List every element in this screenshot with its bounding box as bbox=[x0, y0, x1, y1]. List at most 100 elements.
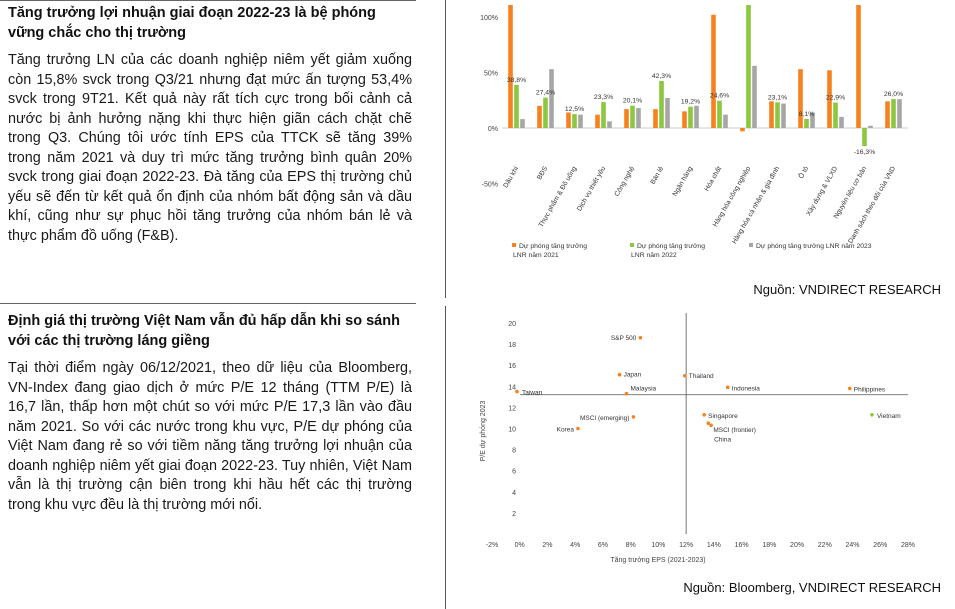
data-label: 24,6% bbox=[710, 93, 729, 100]
data-label: 23,3% bbox=[594, 94, 613, 101]
bar bbox=[514, 84, 519, 128]
y-tick-label: 10 bbox=[508, 427, 516, 434]
y-tick-label: 12 bbox=[508, 405, 516, 412]
point-label: MSCI (frontier) bbox=[713, 427, 756, 434]
legend-label: Dự phóng tăng trưởng bbox=[637, 242, 705, 250]
point-label: Malaysia bbox=[631, 386, 657, 393]
bar bbox=[717, 100, 722, 128]
vertical-divider bbox=[445, 0, 446, 298]
data-label: 19,2% bbox=[681, 99, 700, 106]
data-label: 38,8% bbox=[507, 77, 526, 84]
point-label: Vietnam bbox=[877, 413, 901, 420]
section-body: Tăng trưởng LN của các doanh nghiệp niêm… bbox=[8, 52, 412, 244]
bar bbox=[630, 105, 635, 128]
legend-label: Dự phóng tăng trưởng bbox=[519, 242, 587, 250]
legend-swatch bbox=[512, 243, 516, 247]
scatter-point bbox=[709, 423, 713, 428]
data-label: 23,1% bbox=[768, 94, 787, 101]
bar bbox=[659, 81, 664, 128]
x-tick-label: 26% bbox=[873, 542, 887, 549]
bar bbox=[885, 101, 890, 128]
legend-swatch bbox=[630, 243, 634, 247]
category-label: Xây dựng & VLXD bbox=[805, 165, 839, 217]
scatter-point bbox=[515, 389, 519, 394]
bar bbox=[833, 102, 838, 128]
top-divider bbox=[0, 0, 416, 1]
bar bbox=[740, 128, 745, 132]
y-tick-label: 4 bbox=[512, 490, 516, 497]
y-tick-label: 20 bbox=[508, 321, 516, 328]
bar bbox=[868, 125, 873, 128]
y-tick-label: 8 bbox=[512, 448, 516, 455]
bar bbox=[769, 101, 774, 128]
y-tick-label: 14 bbox=[508, 384, 516, 391]
x-axis-label: Tăng trưởng EPS (2021-2023) bbox=[610, 556, 705, 564]
category-label: Ô tô bbox=[796, 164, 810, 180]
bar bbox=[572, 114, 577, 128]
bar bbox=[595, 114, 600, 128]
section-body: Tại thời điểm ngày 06/12/2021, theo dữ l… bbox=[8, 360, 412, 513]
bar bbox=[578, 114, 583, 128]
scatter-point bbox=[847, 386, 852, 391]
data-label: 27,4% bbox=[536, 90, 555, 97]
bar bbox=[752, 65, 757, 128]
data-label: -16,3% bbox=[854, 149, 876, 156]
point-label: S&P 500 bbox=[611, 335, 637, 342]
category-label: Công nghệ bbox=[614, 165, 637, 197]
x-tick-label: 28% bbox=[901, 542, 915, 549]
chart-source: Nguồn: Bloomberg, VNDIRECT RESEARCH bbox=[683, 580, 941, 595]
bar bbox=[746, 5, 751, 128]
point-label: Taiwan bbox=[522, 390, 543, 397]
bar bbox=[566, 112, 571, 128]
x-tick-label: 12% bbox=[679, 542, 693, 549]
scatter-point bbox=[870, 412, 874, 417]
scatter-point bbox=[706, 421, 711, 426]
x-tick-label: 20% bbox=[790, 542, 804, 549]
bar bbox=[694, 105, 699, 128]
bar bbox=[804, 119, 809, 128]
section-profit-growth: Tăng trưởng lợi nhuận giai đoạn 2022-23 … bbox=[8, 3, 412, 246]
bar bbox=[543, 97, 548, 128]
scatter-point bbox=[576, 426, 580, 431]
x-tick-label: 16% bbox=[735, 542, 749, 549]
point-label: Singapore bbox=[708, 413, 738, 420]
section-title: Định giá thị trường Việt Nam vẫn đủ hấp … bbox=[8, 313, 400, 349]
bar bbox=[537, 105, 542, 128]
category-label: Ngân hàng bbox=[672, 165, 695, 197]
data-label: 26,0% bbox=[884, 91, 903, 98]
x-tick-label: 14% bbox=[707, 542, 721, 549]
data-label: 20,1% bbox=[623, 98, 642, 105]
y-tick-label: 18 bbox=[508, 342, 516, 349]
section-valuation: Định giá thị trường Việt Nam vẫn đủ hấp … bbox=[8, 311, 412, 515]
point-label: Japan bbox=[624, 372, 642, 379]
pe-vs-eps-scatter-chart: -2% 0% 2% 4% 6% 8% 10% 12% 14% 16% 18% 20% 22% 24% 26%… bbox=[480, 313, 915, 564]
bar bbox=[665, 98, 670, 128]
category-label: Hóa chất bbox=[702, 164, 723, 192]
x-tick-label: 2% bbox=[542, 542, 552, 549]
data-label: 42,3% bbox=[652, 73, 671, 80]
bar bbox=[798, 69, 803, 128]
data-label: 8,1% bbox=[799, 111, 815, 118]
bar bbox=[624, 109, 629, 128]
bar bbox=[856, 5, 861, 128]
bar bbox=[839, 116, 844, 128]
scatter-point bbox=[702, 412, 706, 417]
scatter-point bbox=[624, 391, 629, 396]
scatter-point bbox=[725, 385, 730, 390]
data-label: 12,5% bbox=[565, 106, 584, 113]
point-label: MSCI (emerging) bbox=[580, 415, 629, 422]
bar bbox=[653, 109, 658, 128]
scatter-point bbox=[631, 415, 636, 419]
chart-source: Nguồn: VNDIRECT RESEARCH bbox=[753, 282, 941, 297]
bar bbox=[520, 119, 525, 128]
legend-label: LNR năm 2022 bbox=[631, 252, 677, 259]
y-tick-label: 50% bbox=[484, 71, 498, 78]
y-tick-label: 0% bbox=[488, 126, 498, 133]
bar bbox=[688, 106, 693, 128]
x-tick-label: 0% bbox=[515, 542, 525, 549]
x-tick-label: 8% bbox=[626, 542, 636, 549]
category-label: Bán lẻ bbox=[650, 165, 666, 185]
point-label: Thailand bbox=[689, 373, 714, 380]
bar bbox=[775, 102, 780, 128]
bar bbox=[549, 69, 554, 128]
